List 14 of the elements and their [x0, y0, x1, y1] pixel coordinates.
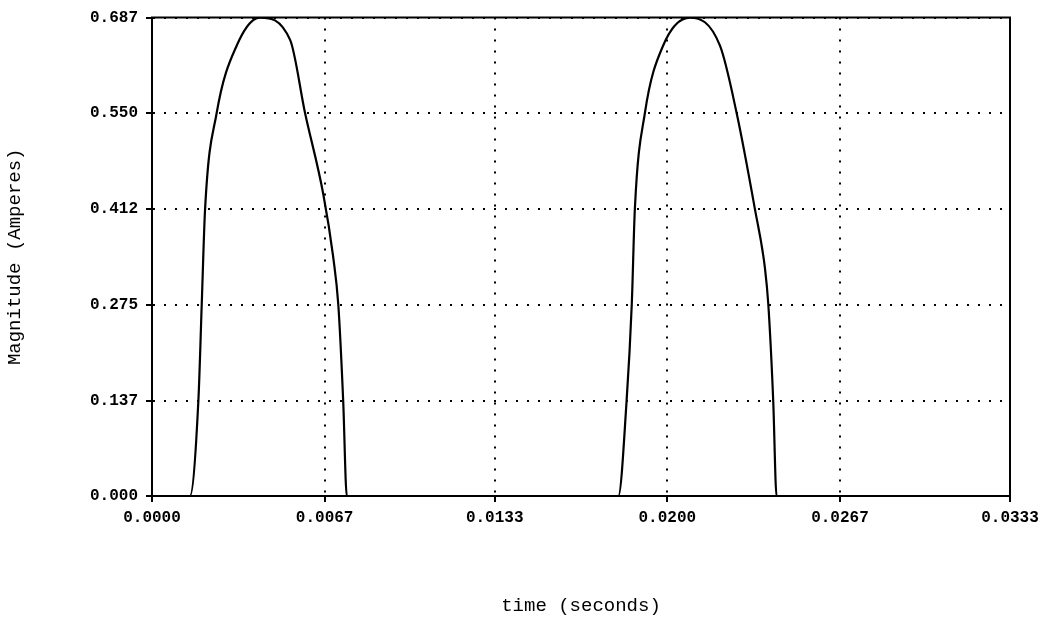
y-axis-title: Magnitude (Amperes)	[4, 148, 27, 366]
y-tick-label: 0.550	[89, 104, 138, 123]
x-tick-label: 0.0067	[295, 508, 354, 527]
x-axis-title: time (seconds)	[501, 594, 661, 617]
x-tick-label: 0.0000	[123, 508, 181, 527]
y-tick-label: 0.687	[89, 8, 138, 27]
x-tick-label: 0.0133	[465, 508, 524, 527]
y-tick-label: 0.275	[89, 295, 138, 314]
x-tick-label: 0.0200	[638, 508, 697, 527]
y-tick-label: 0.000	[89, 487, 138, 506]
x-tick-label: 0.0267	[811, 508, 869, 527]
x-tick-label: 0.0333	[981, 508, 1039, 527]
y-tick-label: 0.412	[89, 200, 138, 219]
y-tick-label: 0.137	[89, 391, 138, 410]
